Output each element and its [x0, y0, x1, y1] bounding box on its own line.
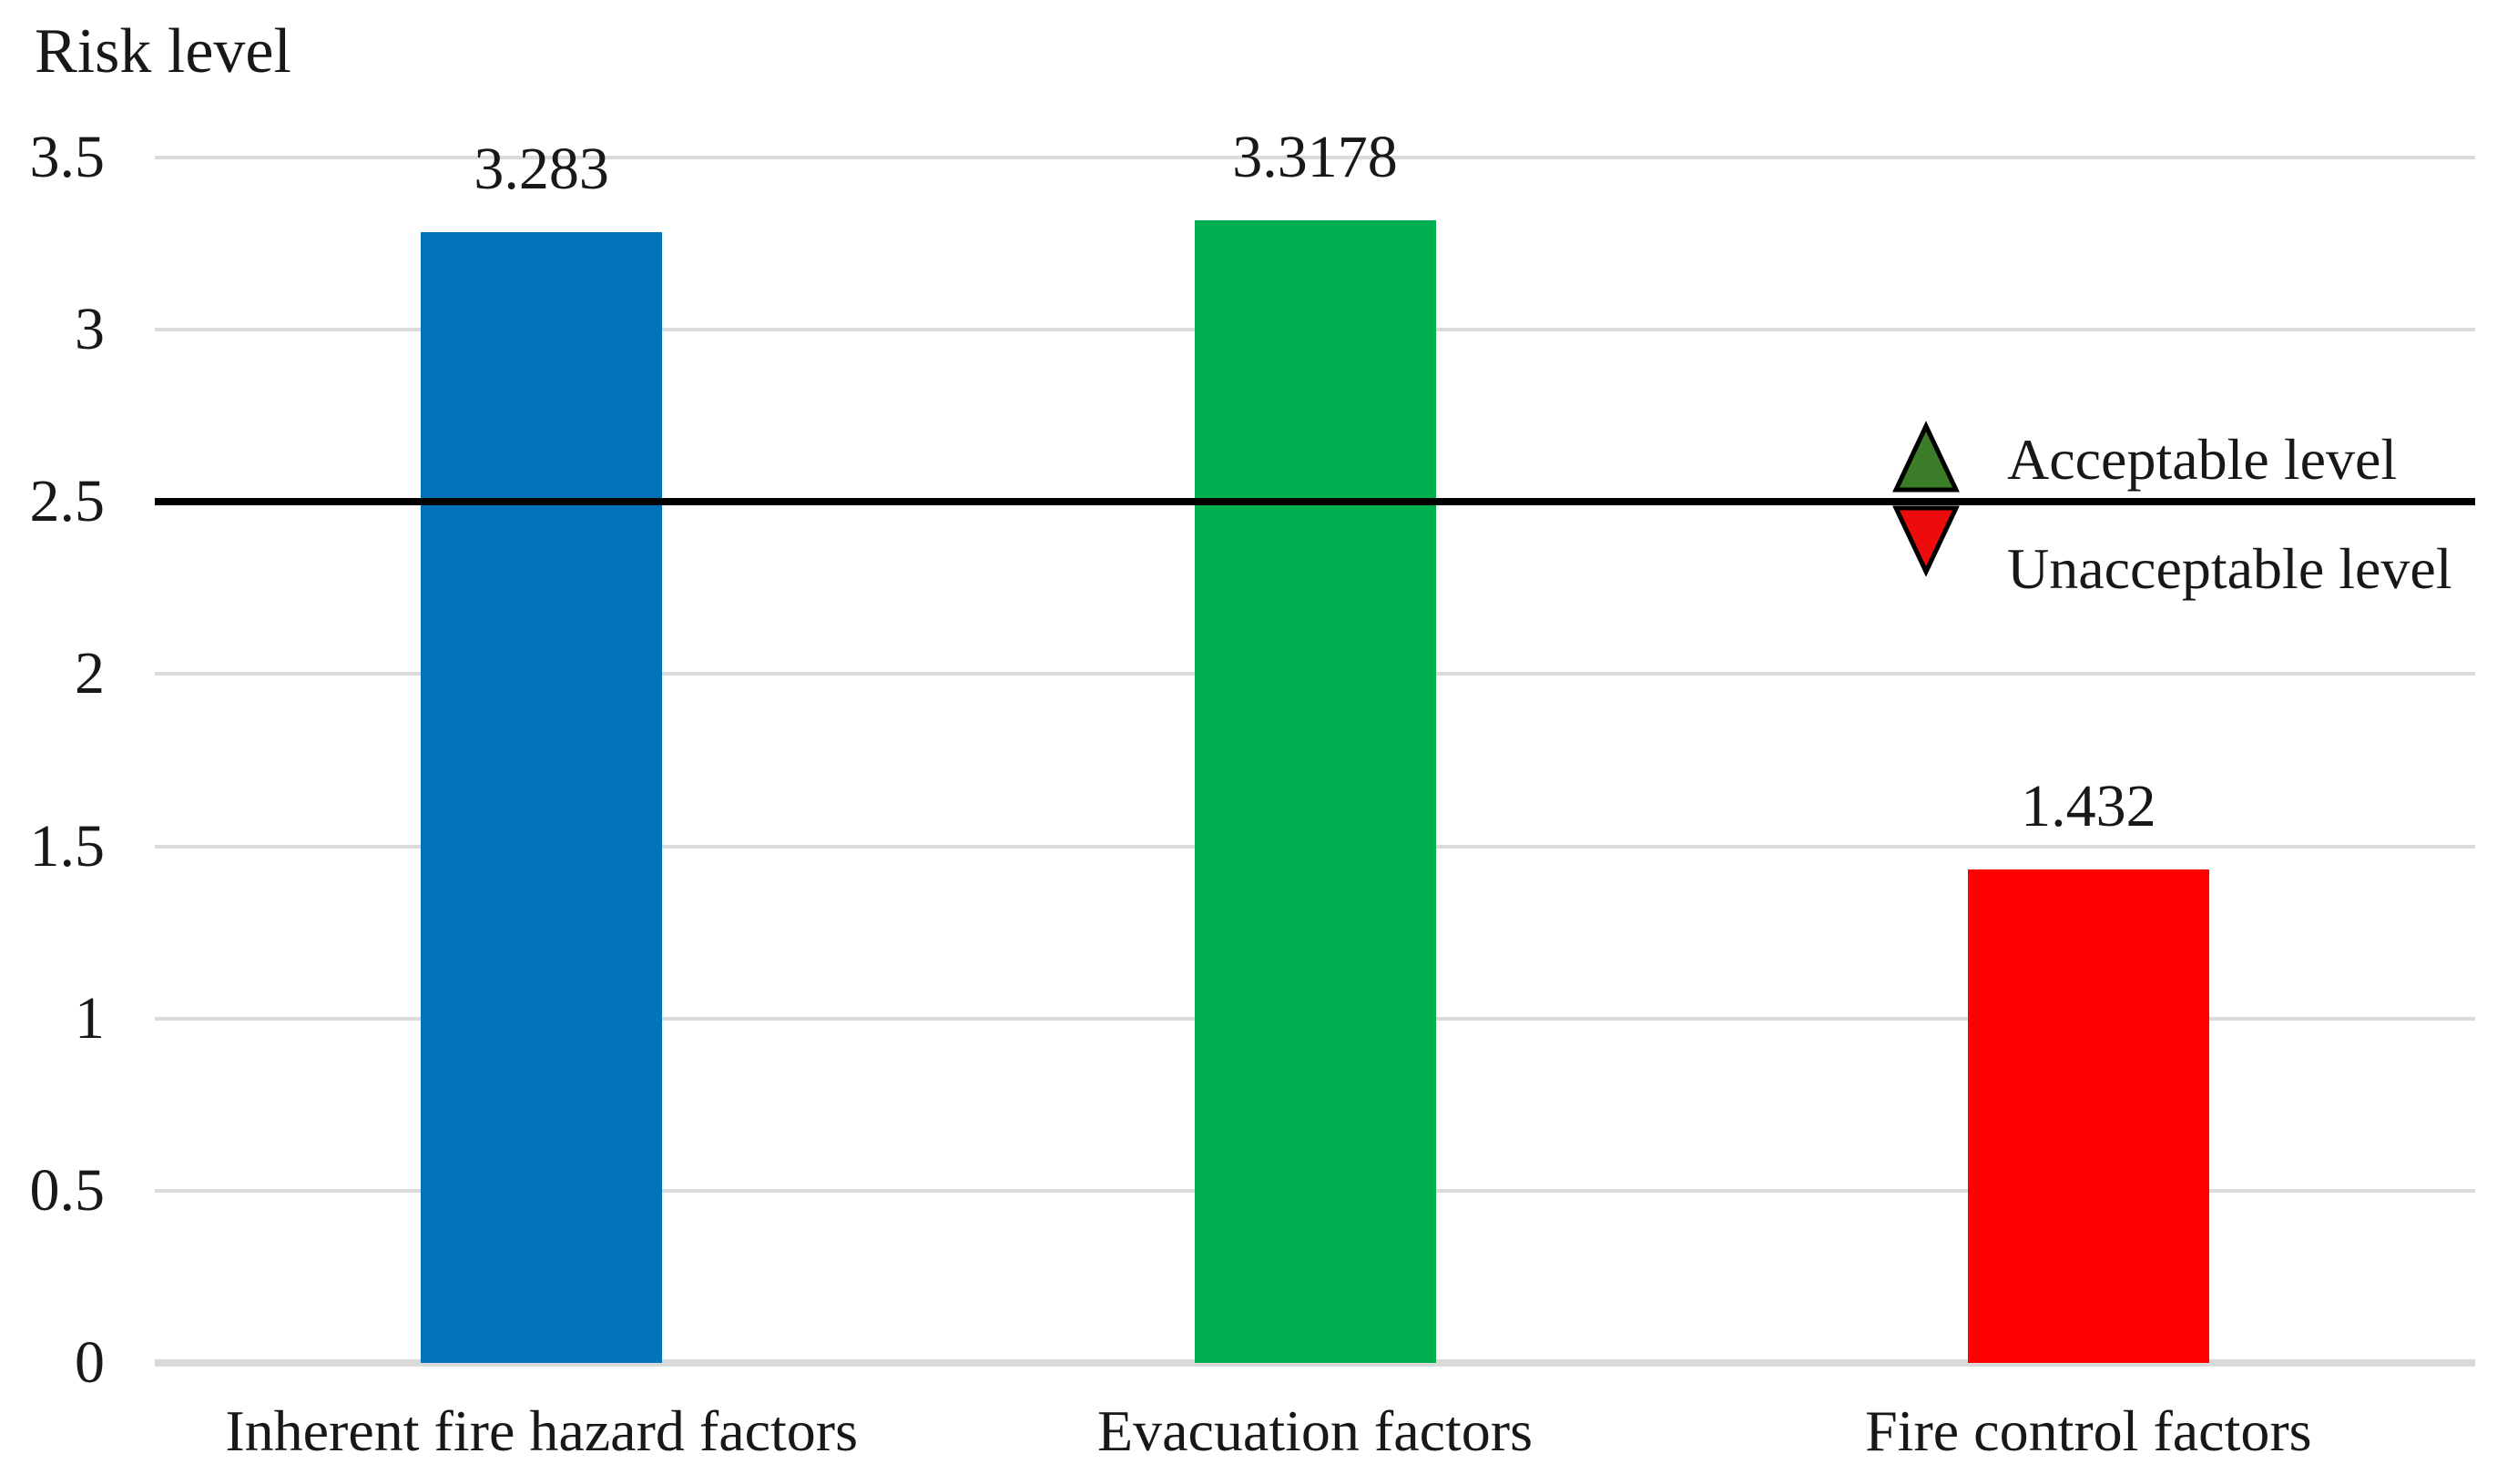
bar-2	[1194, 219, 1436, 1363]
y-tick-label: 1	[75, 984, 105, 1052]
y-tick-label: 3.5	[29, 124, 106, 190]
threshold-line	[155, 498, 2475, 506]
bar-3	[1967, 869, 2209, 1363]
unacceptable-level-label: Unacceptable level	[2007, 536, 2452, 601]
bar-value-label: 3.3178	[1232, 123, 1398, 190]
y-tick-label: 2.5	[29, 468, 106, 535]
threshold-legend-markers	[1892, 421, 1960, 576]
x-category-label: Evacuation factors	[1097, 1398, 1533, 1463]
x-category-label: Inherent fire hazard factors	[225, 1398, 858, 1463]
y-tick-label: 3	[75, 296, 105, 363]
acceptable-triangle-up-icon	[1892, 421, 1960, 493]
bar-1	[421, 232, 663, 1363]
chart-title: Risk level	[35, 16, 291, 86]
y-tick-label: 0.5	[29, 1156, 106, 1224]
unacceptable-triangle-down-icon	[1892, 505, 1960, 576]
y-tick-label: 2	[75, 640, 105, 707]
x-category-label: Fire control factors	[1865, 1398, 2312, 1463]
bar-value-label: 1.432	[2021, 773, 2156, 840]
bar-value-label: 3.283	[474, 136, 609, 203]
acceptable-level-label: Acceptable level	[2007, 427, 2398, 492]
y-tick-label: 1.5	[29, 812, 106, 879]
y-tick-label: 0	[75, 1329, 105, 1396]
x-axis-line	[155, 1359, 2475, 1367]
gridline	[155, 156, 2475, 159]
